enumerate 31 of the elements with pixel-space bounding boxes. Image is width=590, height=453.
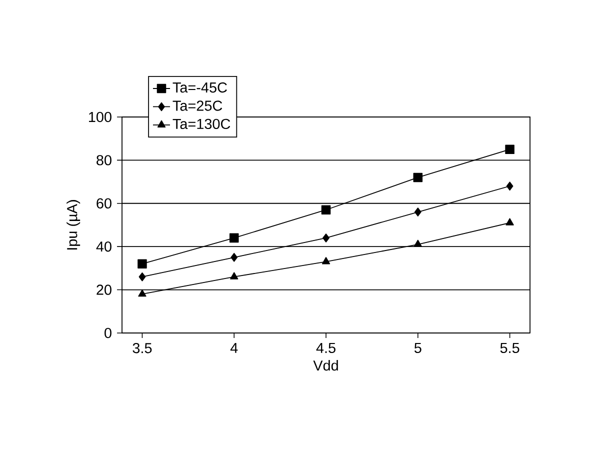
point — [506, 218, 514, 226]
point — [230, 252, 238, 262]
x-tick-label: 3.5 — [132, 342, 152, 354]
y-tick-label: 80 — [96, 155, 112, 166]
point — [230, 272, 238, 280]
point — [322, 257, 330, 264]
y-tick-label: 60 — [96, 198, 112, 208]
point — [321, 205, 331, 214]
point — [414, 208, 422, 216]
x-tick-label: 4.5 — [316, 342, 336, 354]
y-axis-title: Ipu (µA) — [66, 200, 80, 250]
point — [414, 240, 422, 247]
y-tick-label: 100 — [89, 112, 112, 122]
x-tick-label: 4 — [230, 342, 238, 353]
y-tick-label: 0 — [104, 328, 112, 338]
legend-label: Ta=-45C — [172, 82, 227, 93]
point — [506, 182, 514, 191]
point — [505, 144, 514, 154]
point — [138, 259, 147, 268]
point — [138, 289, 146, 297]
x-tick-label: 5 — [414, 342, 422, 354]
x-axis-title: Vdd — [313, 360, 338, 371]
x-tick-label: 5.5 — [500, 342, 520, 354]
point — [229, 233, 239, 243]
legend-label: Ta=130C — [172, 118, 230, 130]
point — [322, 234, 330, 242]
legend-label: Ta=25C — [172, 100, 222, 111]
point — [138, 272, 146, 282]
y-tick-label: 40 — [96, 241, 112, 252]
point — [413, 172, 423, 182]
y-tick-label: 20 — [96, 284, 112, 295]
